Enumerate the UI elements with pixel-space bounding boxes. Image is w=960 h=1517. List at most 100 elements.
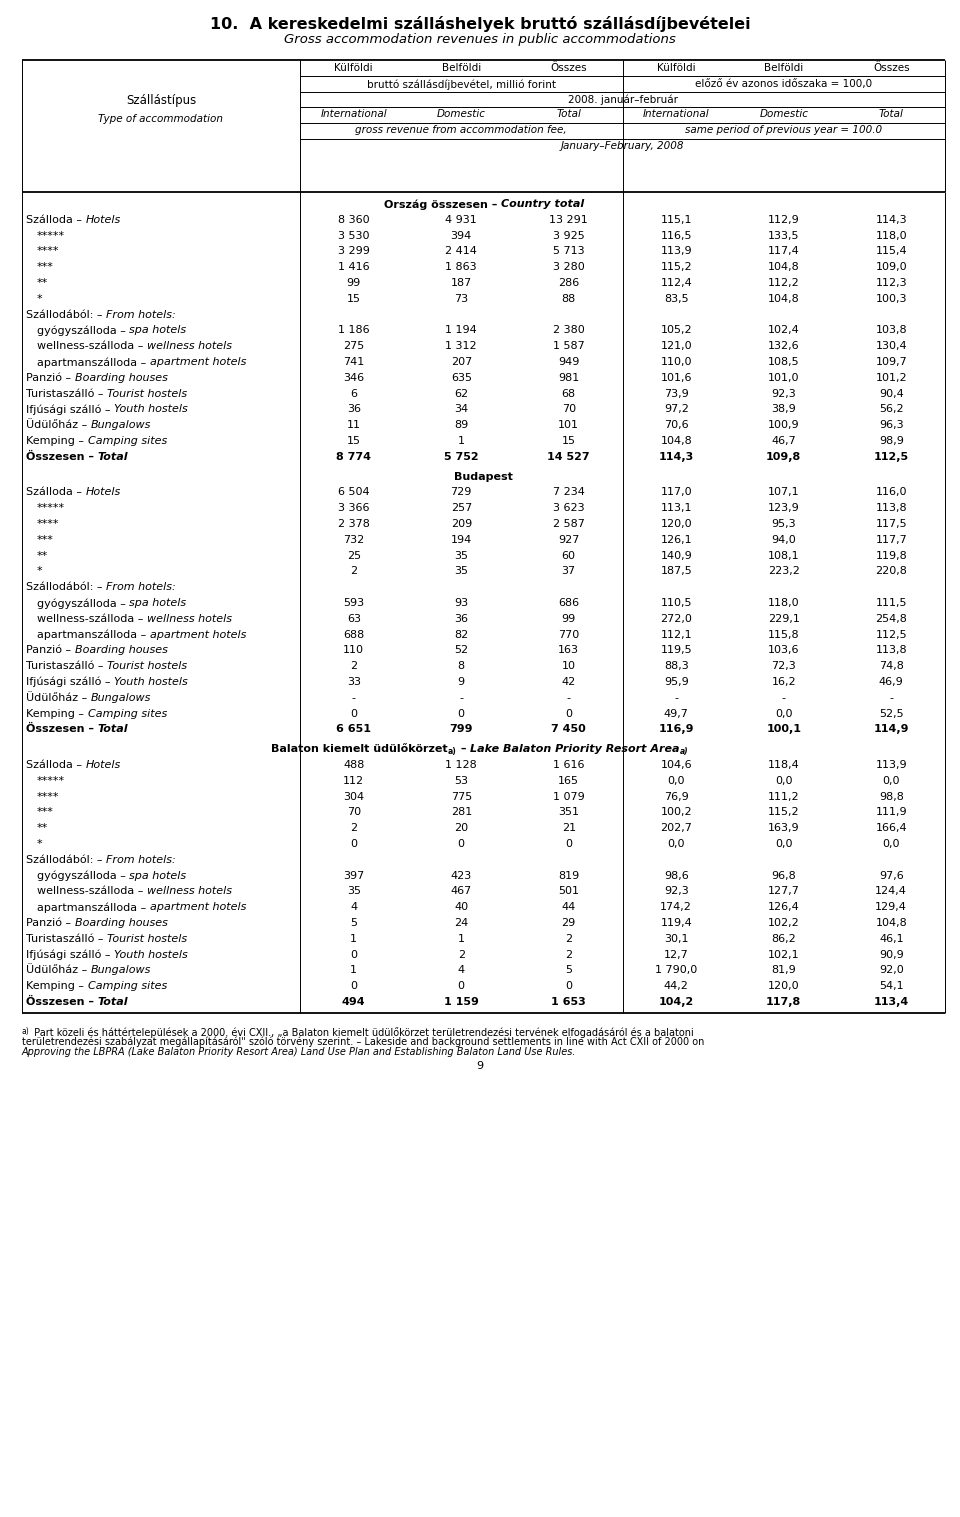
- Text: 113,1: 113,1: [660, 504, 692, 513]
- Text: 94,0: 94,0: [772, 536, 796, 545]
- Text: 286: 286: [558, 278, 580, 288]
- Text: 46,9: 46,9: [878, 677, 903, 687]
- Text: 770: 770: [558, 630, 580, 640]
- Text: 68: 68: [562, 388, 576, 399]
- Text: 12,7: 12,7: [664, 950, 688, 960]
- Text: Panzió –: Panzió –: [26, 373, 75, 382]
- Text: 8 360: 8 360: [338, 215, 370, 225]
- Text: Lake Balaton Priority Resort Area: Lake Balaton Priority Resort Area: [470, 745, 680, 754]
- Text: 13 291: 13 291: [549, 215, 588, 225]
- Text: wellness hotels: wellness hotels: [147, 886, 232, 897]
- Text: From hotels:: From hotels:: [106, 854, 176, 865]
- Text: Szálloda –: Szálloda –: [26, 215, 85, 225]
- Text: 9: 9: [476, 1060, 484, 1071]
- Text: 0: 0: [350, 708, 357, 719]
- Text: 0: 0: [350, 981, 357, 991]
- Text: 104,8: 104,8: [768, 262, 800, 272]
- Text: 6: 6: [350, 388, 357, 399]
- Text: 488: 488: [343, 760, 365, 771]
- Text: 346: 346: [343, 373, 364, 382]
- Text: Szállodából: –: Szállodából: –: [26, 583, 106, 592]
- Text: 108,5: 108,5: [768, 356, 800, 367]
- Text: 112,3: 112,3: [876, 278, 907, 288]
- Text: 100,1: 100,1: [766, 725, 802, 734]
- Text: 194: 194: [450, 536, 472, 545]
- Text: 123,9: 123,9: [768, 504, 800, 513]
- Text: 95,3: 95,3: [772, 519, 796, 529]
- Text: 63: 63: [347, 614, 361, 623]
- Text: 2: 2: [350, 661, 357, 671]
- Text: 129,4: 129,4: [876, 903, 907, 912]
- Text: 166,4: 166,4: [876, 824, 907, 833]
- Text: Szállodából: –: Szállodából: –: [26, 309, 106, 320]
- Text: ***: ***: [37, 536, 54, 545]
- Text: 3 530: 3 530: [338, 231, 370, 241]
- Text: 109,8: 109,8: [766, 452, 802, 461]
- Text: 95,9: 95,9: [664, 677, 688, 687]
- Text: Szálloda –: Szálloda –: [26, 760, 85, 771]
- Text: 86,2: 86,2: [772, 934, 796, 944]
- Text: 2 380: 2 380: [553, 326, 585, 335]
- Text: 1 863: 1 863: [445, 262, 477, 272]
- Text: 118,0: 118,0: [876, 231, 907, 241]
- Text: Approving the LBPRA (Lake Balaton Priority Resort Area) Land Use Plan and Establ: Approving the LBPRA (Lake Balaton Priori…: [22, 1047, 577, 1057]
- Text: Ifjúsági szálló –: Ifjúsági szálló –: [26, 677, 114, 687]
- Text: 103,6: 103,6: [768, 645, 800, 655]
- Text: Üdülőház –: Üdülőház –: [26, 693, 91, 702]
- Text: 113,4: 113,4: [874, 997, 909, 1007]
- Text: 775: 775: [450, 792, 472, 801]
- Text: **: **: [37, 824, 48, 833]
- Text: gyógyszálloda –: gyógyszálloda –: [37, 871, 130, 881]
- Text: 117,7: 117,7: [876, 536, 907, 545]
- Text: **: **: [37, 551, 48, 561]
- Text: Üdülőház –: Üdülőház –: [26, 420, 91, 431]
- Text: 113,9: 113,9: [876, 760, 907, 771]
- Text: 351: 351: [559, 807, 579, 818]
- Text: Boarding houses: Boarding houses: [75, 373, 167, 382]
- Text: 3 623: 3 623: [553, 504, 585, 513]
- Text: Bungalows: Bungalows: [91, 420, 151, 431]
- Text: 44: 44: [562, 903, 576, 912]
- Text: 117,4: 117,4: [768, 246, 800, 256]
- Text: Kemping –: Kemping –: [26, 981, 87, 991]
- Text: Hotels: Hotels: [85, 487, 121, 498]
- Text: 126,1: 126,1: [660, 536, 692, 545]
- Text: wellness hotels: wellness hotels: [147, 614, 232, 623]
- Text: 209: 209: [450, 519, 472, 529]
- Text: apartment hotels: apartment hotels: [150, 356, 246, 367]
- Text: 2 587: 2 587: [553, 519, 585, 529]
- Text: Ifjúsági szálló –: Ifjúsági szálló –: [26, 950, 114, 960]
- Text: -: -: [781, 693, 785, 702]
- Text: *: *: [37, 294, 42, 303]
- Text: 187: 187: [450, 278, 472, 288]
- Text: 593: 593: [343, 598, 364, 608]
- Text: 1: 1: [350, 934, 357, 944]
- Text: 88: 88: [562, 294, 576, 303]
- Text: 2 414: 2 414: [445, 246, 477, 256]
- Text: 111,2: 111,2: [768, 792, 800, 801]
- Text: –: –: [457, 745, 470, 754]
- Text: 2: 2: [565, 934, 572, 944]
- Text: Szállodából: –: Szállodából: –: [26, 854, 106, 865]
- Text: 1 159: 1 159: [444, 997, 479, 1007]
- Text: Hotels: Hotels: [85, 215, 121, 225]
- Text: Budapest: Budapest: [454, 472, 513, 481]
- Text: 729: 729: [450, 487, 472, 498]
- Text: 83,5: 83,5: [664, 294, 688, 303]
- Text: 163,9: 163,9: [768, 824, 800, 833]
- Text: Összesen –: Összesen –: [26, 452, 98, 461]
- Text: 112,1: 112,1: [660, 630, 692, 640]
- Text: 104,6: 104,6: [660, 760, 692, 771]
- Text: 281: 281: [450, 807, 472, 818]
- Text: 119,8: 119,8: [876, 551, 907, 561]
- Text: 113,8: 113,8: [876, 504, 907, 513]
- Text: Turistaszálló –: Turistaszálló –: [26, 661, 107, 671]
- Text: 0: 0: [350, 950, 357, 960]
- Text: -: -: [674, 693, 679, 702]
- Text: 1 616: 1 616: [553, 760, 585, 771]
- Text: 72,3: 72,3: [772, 661, 796, 671]
- Text: 114,3: 114,3: [876, 215, 907, 225]
- Text: 92,3: 92,3: [772, 388, 796, 399]
- Text: 30,1: 30,1: [664, 934, 688, 944]
- Text: 112,5: 112,5: [874, 452, 909, 461]
